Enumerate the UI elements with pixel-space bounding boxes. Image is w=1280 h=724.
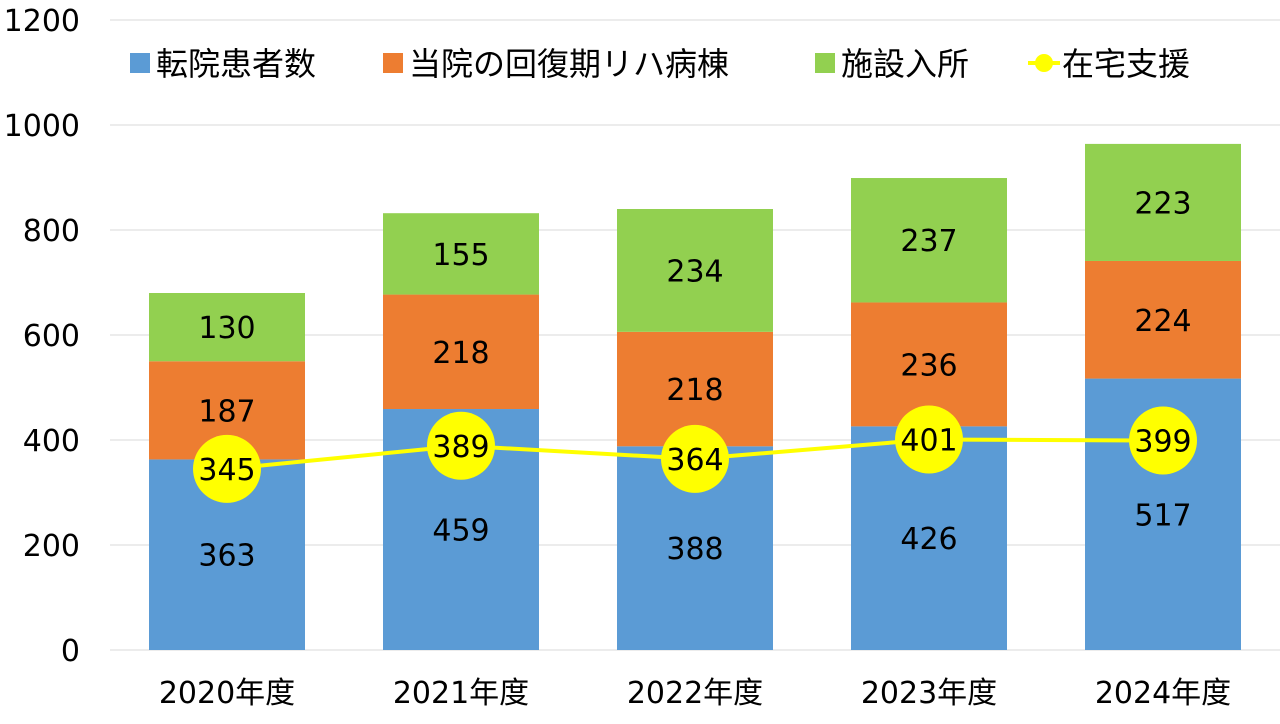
data-label: 459 (432, 514, 489, 549)
data-label: 155 (432, 238, 489, 273)
data-label: 187 (198, 394, 255, 429)
line-data-label: 399 (1134, 425, 1191, 460)
y-axis-ticks: 0 200 400 600 800 1000 1200 (4, 4, 80, 669)
line-data-label: 401 (900, 423, 957, 458)
line-series: 345 389 364 401 399 (193, 405, 1197, 503)
legend-label: 在宅支援 (1062, 45, 1190, 83)
data-label: 363 (198, 539, 255, 574)
y-tick-label: 200 (23, 529, 80, 564)
legend: 転院患者数 当院の回復期リハ病棟 施設入所 在宅支援 (130, 45, 1190, 83)
line-data-label: 389 (432, 430, 489, 465)
data-label: 130 (198, 311, 255, 346)
x-tick-label: 2023年度 (861, 676, 997, 711)
y-tick-label: 400 (23, 424, 80, 459)
data-label: 426 (900, 522, 957, 557)
data-label: 236 (900, 348, 957, 383)
y-tick-label: 600 (23, 319, 80, 354)
bar-segment (1085, 260, 1241, 379)
legend-label: 当院の回復期リハ病棟 (409, 45, 729, 83)
bar-segment (1085, 143, 1241, 261)
y-tick-label: 1200 (4, 4, 80, 39)
line-marker (193, 434, 261, 503)
data-label: 223 (1134, 186, 1191, 221)
legend-swatch (383, 53, 403, 73)
x-tick-label: 2021年度 (393, 676, 529, 711)
data-label: 388 (666, 532, 723, 567)
bar-segment (149, 293, 305, 362)
legend-swatch (130, 53, 150, 73)
line-data-label: 364 (666, 443, 723, 478)
bar-segment (851, 178, 1007, 303)
bars: 363 187 130 459 218 155 388 218 234 426 236 237 517 2… (149, 143, 1241, 650)
y-tick-label: 0 (61, 634, 80, 669)
line-marker (661, 424, 729, 493)
data-label: 517 (1134, 498, 1191, 533)
x-axis-ticks: 2020年度 2021年度 2022年度 2023年度 2024年度 (159, 676, 1231, 711)
legend-marker-swatch (1035, 54, 1053, 72)
x-tick-label: 2022年度 (627, 676, 763, 711)
legend-label: 転院患者数 (156, 45, 316, 83)
data-label: 234 (666, 254, 723, 289)
line-data-label: 345 (198, 453, 255, 488)
legend-swatch (815, 53, 835, 73)
line-marker (427, 411, 495, 480)
data-label: 237 (900, 224, 957, 259)
y-tick-label: 800 (23, 214, 80, 249)
x-tick-label: 2020年度 (159, 676, 295, 711)
x-tick-label: 2024年度 (1095, 676, 1231, 711)
data-label: 218 (432, 336, 489, 371)
data-label: 218 (666, 373, 723, 408)
bar-segment (617, 209, 773, 332)
line-marker (1129, 406, 1197, 475)
legend-label: 施設入所 (841, 45, 969, 83)
bar-segment (383, 213, 539, 295)
line-marker (895, 405, 963, 474)
y-tick-label: 1000 (4, 109, 80, 144)
bar-segment (383, 294, 539, 410)
data-label: 224 (1134, 304, 1191, 339)
